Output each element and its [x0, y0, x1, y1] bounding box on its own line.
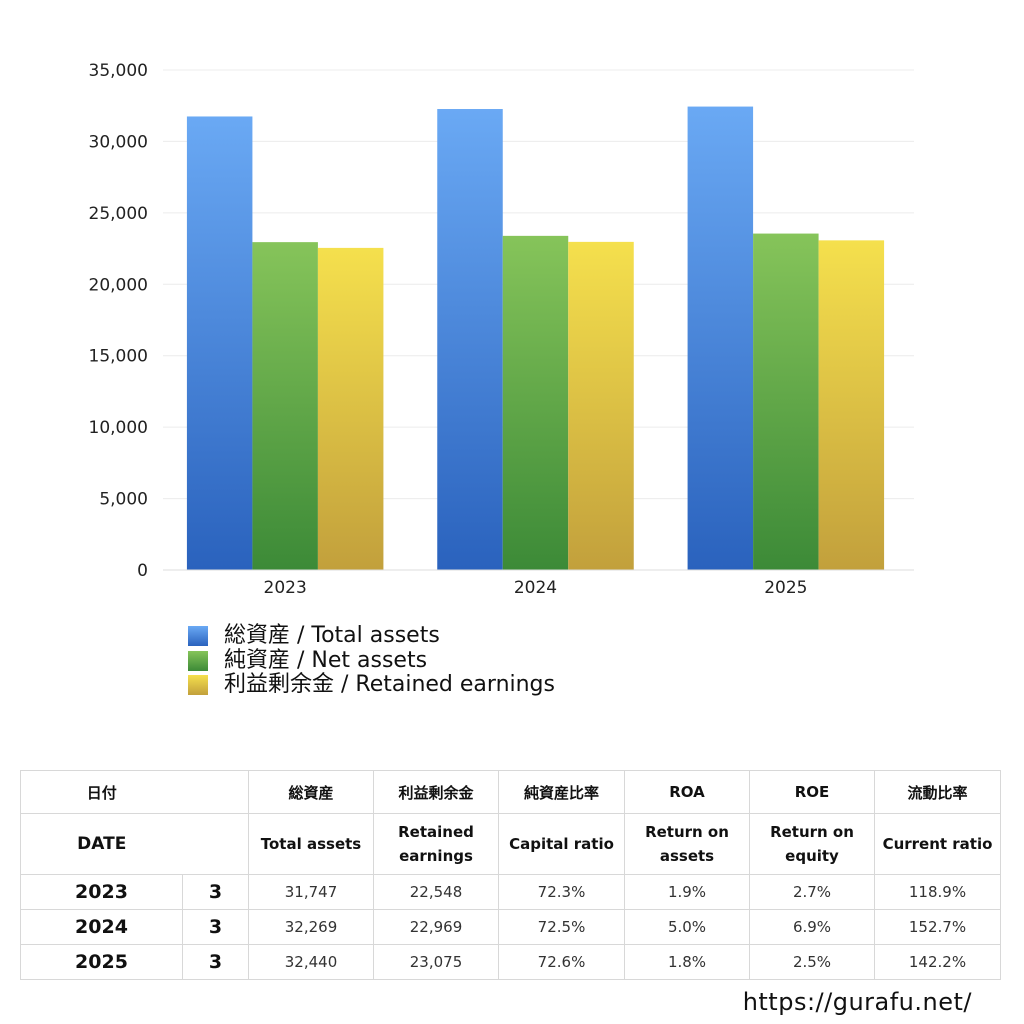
cell-year: 2025 [20, 944, 183, 980]
header-total-assets-en: Total assets [248, 813, 374, 875]
cell-month: 3 [182, 944, 249, 980]
cell-current-ratio: 152.7% [874, 909, 1001, 945]
header-roe-jp: ROE [749, 770, 875, 814]
bar-chart: 0 5,000 10,000 15,000 20,000 25,000 30,000 35,0… [89, 61, 914, 598]
bar-2024-series-1 [502, 235, 569, 570]
header-current-ratio-jp: 流動比率 [874, 770, 1001, 814]
legend-label-total-assets: 総資産 / Total assets [224, 623, 440, 648]
legend-swatch-total-assets [188, 626, 208, 647]
cell-roe: 2.5% [749, 944, 875, 980]
table-header-row-en: DATE Total assets Retained earnings Capi… [20, 813, 1001, 875]
chart-legend: 総資産 / Total assets 純資産 / Net assets 利益剰余… [188, 623, 555, 698]
cell-total-assets: 32,269 [248, 909, 374, 945]
financial-metrics-table: 日付 総資産 利益剰余金 純資産比率 ROA ROE 流動比率 DATE Tot… [20, 770, 1001, 980]
table-row: 2023 3 31,747 22,548 72.3% 1.9% 2.7% 118… [20, 874, 1001, 910]
header-roa-en: Return on assets [624, 813, 750, 875]
bar-2025-series-2 [818, 240, 885, 570]
header-roe-en: Return on equity [749, 813, 875, 875]
y-tick-label: 35,000 [89, 61, 148, 81]
legend-swatch-retained-earnings [188, 675, 208, 696]
header-roa-jp: ROA [624, 770, 750, 814]
cell-retained-earnings: 22,548 [373, 874, 499, 910]
cell-year: 2023 [20, 874, 183, 910]
header-retained-earnings-jp: 利益剰余金 [373, 770, 499, 814]
y-tick-label: 5,000 [99, 490, 148, 510]
cell-capital-ratio: 72.6% [498, 944, 625, 980]
cell-roa: 1.9% [624, 874, 750, 910]
table-header-row-jp: 日付 総資産 利益剰余金 純資産比率 ROA ROE 流動比率 [20, 770, 1001, 814]
cell-current-ratio: 118.9% [874, 874, 1001, 910]
bar-2024-series-2 [568, 241, 634, 570]
cell-retained-earnings: 22,969 [373, 909, 499, 945]
table-row: 2025 3 32,440 23,075 72.6% 1.8% 2.5% 142… [20, 944, 1001, 980]
header-month-en [182, 813, 249, 875]
bar-2023-series-0 [186, 116, 253, 570]
header-capital-ratio-en: Capital ratio [498, 813, 625, 875]
y-tick-label: 15,000 [89, 347, 148, 367]
bar-2023-series-1 [252, 242, 318, 570]
table-row: 2024 3 32,269 22,969 72.5% 5.0% 6.9% 152… [20, 909, 1001, 945]
chart-area: 0 5,000 10,000 15,000 20,000 25,000 30,000 35,0… [89, 61, 914, 598]
cell-month: 3 [182, 909, 249, 945]
source-url[interactable]: https://gurafu.net/ [742, 988, 972, 1016]
x-tick-label: 2024 [514, 578, 557, 598]
cell-total-assets: 31,747 [248, 874, 374, 910]
x-tick-label: 2025 [764, 578, 807, 598]
legend-label-net-assets: 純資産 / Net assets [224, 647, 428, 673]
x-tick-label: 2023 [264, 578, 307, 598]
cell-current-ratio: 142.2% [874, 944, 1001, 980]
cell-capital-ratio: 72.5% [498, 909, 625, 945]
header-current-ratio-en: Current ratio [874, 813, 1001, 875]
bar-2025-series-0 [687, 106, 754, 571]
legend-item-total-assets: 総資産 / Total assets [188, 623, 555, 649]
cell-roa: 5.0% [624, 909, 750, 945]
y-tick-label: 30,000 [89, 132, 148, 152]
bar-2023-series-2 [317, 247, 384, 570]
cell-roe: 6.9% [749, 909, 875, 945]
cell-year: 2024 [20, 909, 183, 945]
header-month-jp [182, 770, 249, 814]
legend-item-net-assets: 純資産 / Net assets [188, 647, 555, 674]
legend-label-retained-earnings: 利益剰余金 / Retained earnings [224, 672, 555, 697]
cell-capital-ratio: 72.3% [498, 874, 625, 910]
y-tick-label: 10,000 [89, 418, 148, 438]
header-capital-ratio-jp: 純資産比率 [498, 770, 625, 814]
cell-roa: 1.8% [624, 944, 750, 980]
bar-2025-series-1 [753, 233, 819, 571]
header-date-en: DATE [20, 813, 183, 875]
header-total-assets-jp: 総資産 [248, 770, 374, 814]
bar-2024-series-0 [437, 109, 503, 570]
legend-swatch-net-assets [188, 650, 208, 671]
y-tick-label: 20,000 [89, 275, 148, 295]
y-tick-label: 25,000 [89, 204, 148, 224]
header-date-jp: 日付 [20, 770, 183, 814]
y-tick-label: 0 [137, 561, 148, 581]
legend-item-retained-earnings: 利益剰余金 / Retained earnings [188, 672, 555, 698]
header-retained-earnings-en: Retained earnings [373, 813, 499, 875]
cell-roe: 2.7% [749, 874, 875, 910]
cell-month: 3 [182, 874, 249, 910]
cell-retained-earnings: 23,075 [373, 944, 499, 980]
cell-total-assets: 32,440 [248, 944, 374, 980]
